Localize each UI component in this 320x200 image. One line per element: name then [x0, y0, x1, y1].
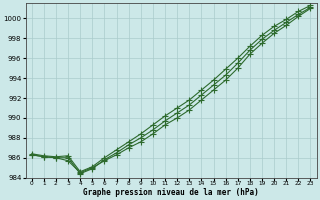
X-axis label: Graphe pression niveau de la mer (hPa): Graphe pression niveau de la mer (hPa)	[83, 188, 259, 197]
